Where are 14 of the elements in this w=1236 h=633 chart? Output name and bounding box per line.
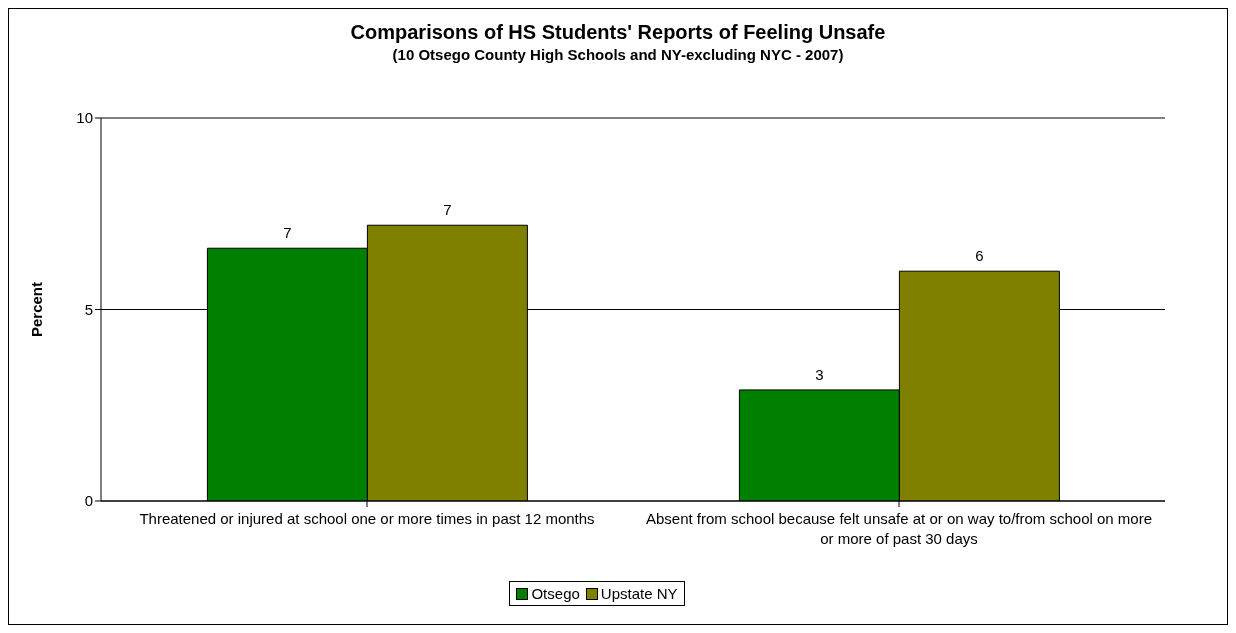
data-label: 6 bbox=[975, 247, 984, 265]
y-tick-label: 10 bbox=[76, 109, 93, 127]
x-tick-label: Absent from school because felt unsafe at or on way to/from school on more or more of past 30 days bbox=[645, 509, 1153, 547]
chart-subtitle: (10 Otsego County High Schools and NY-excluding NYC - 2007) bbox=[391, 46, 845, 63]
legend-label: Upstate NY bbox=[599, 585, 678, 602]
data-label: 3 bbox=[815, 365, 824, 383]
y-tick-label: 0 bbox=[84, 492, 93, 510]
chart-title: Comparisons of HS Students' Reports of Feeling Unsafe bbox=[349, 21, 887, 44]
x-tick-label: Threatened or injured at school one or more times in past 12 months bbox=[139, 509, 595, 527]
y-axis-title: Percent bbox=[28, 281, 46, 338]
data-label: 7 bbox=[443, 201, 452, 219]
y-tick-label: 5 bbox=[84, 300, 93, 318]
legend-label: Otsego bbox=[530, 585, 580, 602]
data-label: 7 bbox=[283, 224, 292, 242]
